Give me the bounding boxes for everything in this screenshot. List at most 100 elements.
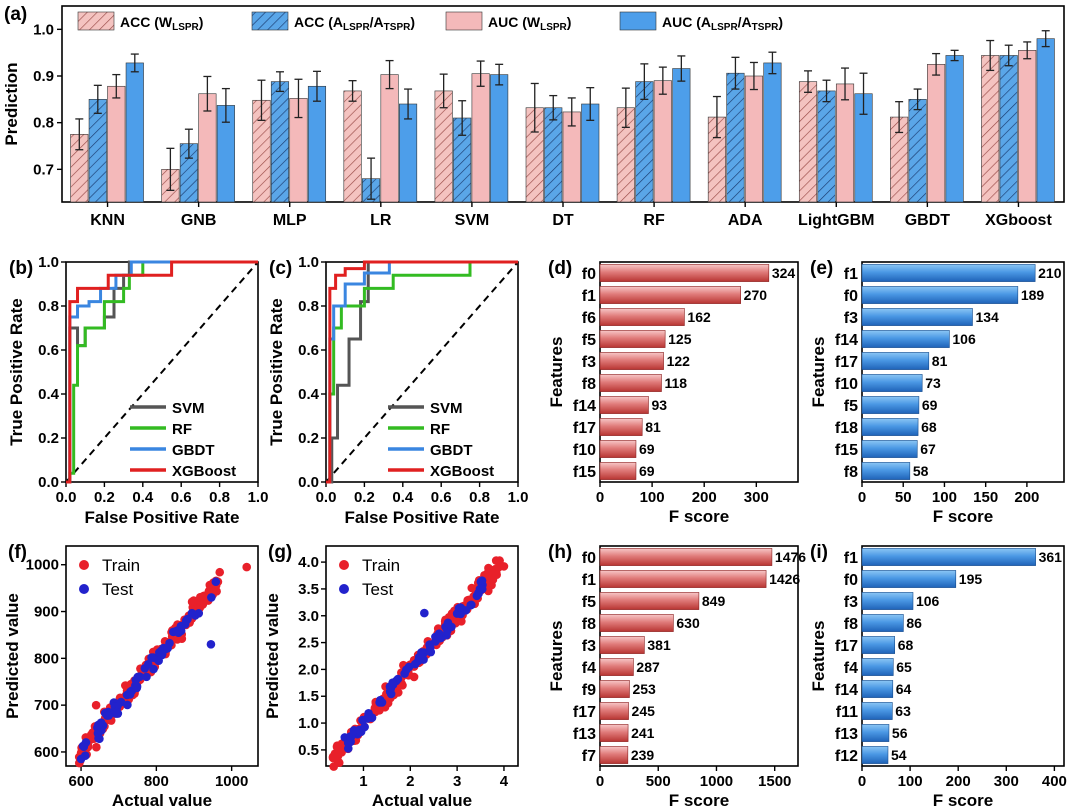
bar [672, 68, 691, 203]
scatter-point [187, 608, 197, 618]
x-tick-label: 2 [406, 773, 414, 790]
x-tick-label: SVM [455, 212, 490, 229]
scatter-point [183, 614, 192, 624]
chance-line [325, 261, 519, 483]
scatter-point [242, 562, 252, 572]
x-tick-label: 0 [858, 773, 866, 790]
value-label: 73 [925, 375, 941, 391]
legend-text-part: /A [738, 14, 752, 30]
feature-bar [599, 440, 637, 458]
legend-entry: SVM [172, 400, 205, 417]
bar [471, 73, 490, 203]
bar [490, 74, 509, 203]
feature-label: f3 [582, 638, 596, 655]
x-tick-label: 1000 [700, 773, 733, 790]
legend-entry: GBDT [172, 442, 215, 459]
value-label: 63 [895, 703, 911, 719]
legend-text-part: ) [199, 14, 204, 30]
value-label: 81 [645, 419, 661, 435]
legend-entry: Train [102, 556, 140, 575]
x-tick-label: 200 [946, 773, 971, 790]
legend-text-part: ) [567, 14, 572, 30]
scatter-point [337, 747, 346, 757]
scatter-point [94, 734, 103, 743]
x-axis-label: Actual value [372, 791, 472, 809]
scatter-point [343, 738, 353, 748]
scatter-point [76, 754, 86, 764]
value-label: 68 [898, 637, 914, 653]
scatter-point [142, 672, 151, 682]
scatter-point [328, 753, 338, 763]
value-label: 58 [913, 463, 929, 479]
feature-label: f0 [582, 266, 596, 283]
scatter-point [434, 633, 444, 643]
feature-bar [861, 352, 930, 370]
x-tick-label: 600 [69, 773, 94, 790]
feature-label: f14 [573, 398, 596, 415]
legend-entry: AUC (WLSPR) [488, 14, 571, 33]
bar [835, 83, 855, 203]
feature-bar [599, 308, 685, 326]
panel-label-a: (a) [4, 4, 27, 25]
x-axis-label: F score [933, 507, 993, 526]
feature-bar [599, 746, 629, 764]
panel-e: f1 210 f0 189 f3 134 f14 106 f17 81 f10 73 f5 69 f18 68… [809, 258, 1065, 526]
feature-bar [861, 680, 894, 698]
legend-swatch [77, 11, 115, 31]
feature-label: f17 [573, 420, 596, 437]
value-label: 287 [636, 659, 660, 675]
feature-label: f3 [582, 354, 596, 371]
feature-label: f10 [573, 442, 596, 459]
bar [107, 85, 126, 203]
legend-marker [339, 584, 349, 594]
scatter-point [476, 577, 486, 587]
feature-bar [599, 286, 741, 304]
feature-bar [861, 570, 957, 588]
y-axis-label: Predicted value [3, 593, 22, 719]
x-tick-label: 0.8 [469, 489, 490, 506]
legend-entry: RF [430, 421, 450, 438]
feature-bar [599, 614, 674, 632]
feature-label: f10 [835, 376, 858, 393]
value-label: 93 [651, 397, 667, 413]
scatter-point [345, 732, 355, 741]
feature-label: f3 [844, 594, 858, 611]
y-tick-label: 0.0 [298, 474, 319, 491]
feature-bar [861, 440, 918, 458]
y-tick-label: 0.7 [33, 161, 54, 178]
x-tick-label: 300 [744, 489, 769, 506]
x-tick-label: MLP [273, 212, 307, 229]
y-tick-label: 0.4 [298, 386, 320, 403]
panel-i: f1 361 f0 195 f3 106 f8 86 f17 68 f4 65 f14 64 f11 63 f1… [809, 542, 1067, 809]
x-tick-label: XGboost [985, 212, 1052, 229]
bar [981, 55, 1000, 203]
scatter-point [349, 725, 359, 735]
legend-swatch [619, 11, 657, 31]
feature-label: f13 [835, 726, 858, 743]
legend-entry: Train [362, 556, 400, 575]
legend-entry: GBDT [430, 442, 473, 459]
feature-label: f6 [582, 310, 596, 327]
feature-label: f11 [836, 704, 858, 721]
x-tick-label: 200 [692, 489, 717, 506]
legend-text-part: AUC (W [488, 14, 541, 30]
x-tick-label: 0.4 [132, 489, 154, 506]
feature-label: f1 [844, 266, 858, 283]
scatter-point [91, 700, 101, 710]
y-tick-label: 4.0 [298, 554, 319, 571]
legend-text-part: AUC (A [662, 14, 711, 30]
feature-label: f15 [835, 442, 858, 459]
scatter-point [360, 722, 369, 732]
feature-label: f1 [582, 572, 596, 589]
x-axis-label: Actual value [112, 791, 212, 809]
feature-bar [861, 702, 893, 720]
feature-bar [861, 396, 920, 414]
scatter-point [172, 626, 181, 636]
y-tick-label: 3.0 [298, 608, 319, 625]
scatter-point [92, 742, 101, 752]
feature-bar [861, 658, 894, 676]
scatter-point [499, 562, 509, 571]
legend-entry: XGBoost [172, 463, 236, 480]
x-tick-label: GBDT [905, 212, 951, 229]
